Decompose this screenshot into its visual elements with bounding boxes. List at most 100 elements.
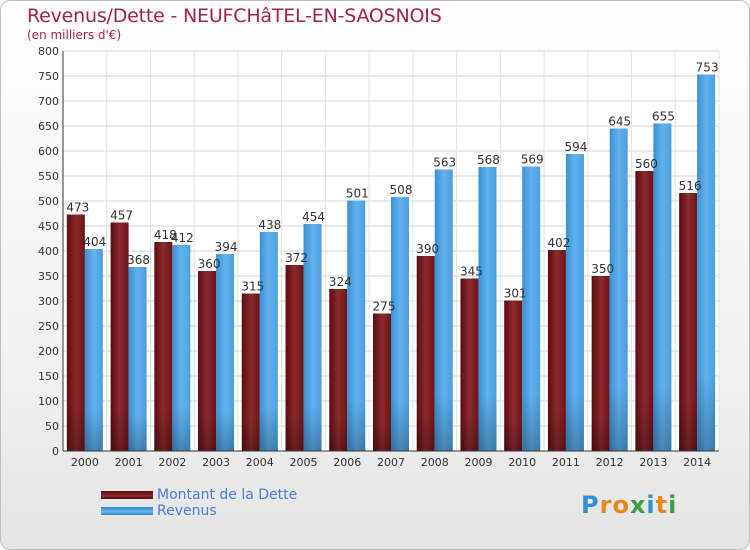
y-tick-label: 350 <box>38 270 59 283</box>
bar-shade <box>565 154 584 451</box>
x-tick-label: 2000 <box>71 456 99 469</box>
y-tick-label: 600 <box>38 145 59 158</box>
revenue-swatch <box>101 507 153 515</box>
bar-shade <box>635 171 654 451</box>
data-label-debt: 301 <box>504 287 527 301</box>
y-tick-label: 650 <box>38 120 59 133</box>
bar-shade <box>416 256 435 451</box>
data-label-revenue: 568 <box>477 153 500 167</box>
data-label-debt: 473 <box>66 201 89 215</box>
bar-shade <box>154 242 173 451</box>
x-tick-label: 2008 <box>421 456 449 469</box>
logo-letter: r <box>599 491 613 519</box>
y-tick-label: 100 <box>38 395 59 408</box>
y-tick-label: 250 <box>38 320 59 333</box>
logo-letter: x <box>629 491 647 519</box>
bar-shade <box>84 249 103 451</box>
data-label-revenue: 645 <box>608 115 631 129</box>
y-tick-label: 500 <box>38 195 59 208</box>
x-tick-label: 2003 <box>202 456 230 469</box>
data-label-revenue: 394 <box>215 240 238 254</box>
y-tick-label: 550 <box>38 170 59 183</box>
bar-shade <box>679 193 698 451</box>
y-tick-label: 800 <box>38 45 59 58</box>
bar-shade <box>329 289 348 451</box>
axes: 0 50 100 150 200 250 300 350 400 450 500 550 600 650 7… <box>38 45 719 469</box>
x-tick-label: 2002 <box>158 456 186 469</box>
data-label-revenue: 655 <box>652 110 675 124</box>
bar-shade <box>460 278 479 451</box>
y-tick-label: 400 <box>38 245 59 258</box>
y-tick-label: 0 <box>52 445 59 458</box>
data-label-revenue: 404 <box>83 235 106 249</box>
bar-shade <box>347 200 366 451</box>
bar-shade <box>241 293 260 451</box>
debt-swatch <box>101 491 153 499</box>
bar-shade <box>128 267 147 451</box>
bar-shade <box>391 197 409 451</box>
y-tick-label: 150 <box>38 370 59 383</box>
bar-shade <box>478 167 497 451</box>
logo-letter: i <box>668 491 678 519</box>
bar-shade <box>285 265 304 451</box>
bar-shade <box>110 222 129 451</box>
x-tick-label: 2005 <box>290 456 318 469</box>
data-label-debt: 560 <box>635 157 658 171</box>
data-label-debt: 324 <box>329 275 352 289</box>
bar-shade <box>504 300 523 451</box>
y-tick-label: 200 <box>38 345 59 358</box>
y-tick-label: 300 <box>38 295 59 308</box>
logo-letter: t <box>655 491 669 519</box>
data-label-revenue: 368 <box>127 253 150 267</box>
bar-shade <box>216 254 235 451</box>
data-label-revenue: 594 <box>564 140 587 154</box>
data-label-debt: 345 <box>460 265 483 279</box>
bar-shade <box>259 232 278 451</box>
y-tick-label: 700 <box>38 95 59 108</box>
x-tick-label: 2013 <box>639 456 667 469</box>
legend-label-debt: Montant de la Dette <box>157 487 298 503</box>
x-tick-label: 2004 <box>246 456 274 469</box>
data-label-revenue: 501 <box>346 187 369 201</box>
data-label-revenue: 412 <box>171 231 194 245</box>
data-label-debt: 350 <box>591 262 614 276</box>
y-tick-label: 50 <box>45 420 59 433</box>
data-label-debt: 457 <box>110 209 133 223</box>
logo-letter: i <box>646 491 656 519</box>
x-tick-label: 2010 <box>508 456 536 469</box>
x-tick-label: 2007 <box>377 456 405 469</box>
x-tick-label: 2006 <box>333 456 361 469</box>
bar-shade <box>198 271 217 451</box>
bar-shade <box>303 224 322 451</box>
bar-shade <box>434 169 453 451</box>
legend-label-revenue: Revenus <box>157 503 217 519</box>
bar-shade <box>66 214 85 451</box>
bar-shade <box>591 276 610 451</box>
data-label-debt: 275 <box>373 300 396 314</box>
bar-shade <box>653 123 672 451</box>
data-label-debt: 372 <box>285 251 308 265</box>
x-tick-label: 2011 <box>552 456 580 469</box>
x-tick-label: 2014 <box>683 456 711 469</box>
proxiti-logo: Proxiti <box>581 491 677 519</box>
x-tick-label: 2001 <box>115 456 143 469</box>
bar-shade <box>172 245 191 451</box>
logo-letter: P <box>581 491 600 519</box>
bar-shade <box>697 74 716 451</box>
data-label-revenue: 563 <box>433 156 456 170</box>
bar-shade <box>522 166 541 451</box>
data-label-revenue: 508 <box>390 183 413 197</box>
data-label-debt: 418 <box>154 228 177 242</box>
data-label-debt: 315 <box>241 280 264 294</box>
y-tick-label: 450 <box>38 220 59 233</box>
data-label-revenue: 569 <box>521 153 544 167</box>
data-label-debt: 360 <box>198 257 221 271</box>
logo-letter: o <box>612 491 630 519</box>
data-label-debt: 390 <box>416 242 439 256</box>
x-tick-label: 2009 <box>464 456 492 469</box>
unit-subtitle: (en milliers d'€) <box>27 28 122 42</box>
bar-shade <box>373 313 391 451</box>
